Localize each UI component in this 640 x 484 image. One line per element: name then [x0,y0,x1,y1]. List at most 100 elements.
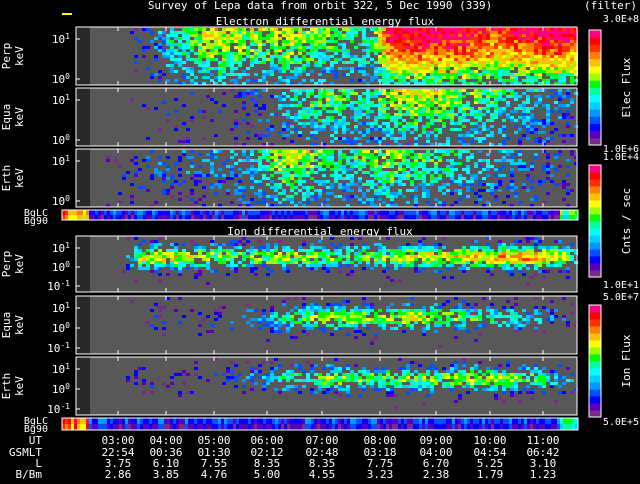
spectrogram-cell [406,46,410,49]
spectrogram-cell [394,309,398,312]
spectrogram-cell [550,28,554,31]
spectrogram-cell [286,153,290,156]
spectrogram-cell [290,385,294,388]
spectrogram-cell [526,40,530,43]
spectrogram-cell [534,43,538,46]
spectrogram-cell [202,318,206,321]
spectrogram-cell [290,165,294,168]
spectrogram-cell [362,28,366,31]
spectrogram-cell [254,261,258,264]
spectrogram-cell [474,34,478,37]
spectrogram-cell [258,327,262,330]
spectrogram-cell [350,315,354,318]
spectrogram-cell [242,73,246,76]
spectrogram-cell [322,189,326,192]
spectrogram-cell [462,64,466,67]
spectrogram-cell [434,258,438,261]
spectrogram-cell [386,267,390,270]
spectrogram-cell [522,67,526,70]
spectrogram-cell [262,385,266,388]
spectrogram-cell [326,159,330,162]
spectrogram-cell [330,382,334,385]
spectrogram-cell [418,73,422,76]
spectrogram-cell [154,270,158,273]
spectrogram-cell [126,171,130,174]
spectrogram-cell [522,31,526,34]
spectrogram-cell [234,189,238,192]
spectrogram-cell [374,183,378,186]
spectrogram-cell [502,201,506,204]
spectrogram-cell [322,104,326,107]
spectrogram-cell [494,198,498,201]
spectrogram-cell [406,189,410,192]
spectrogram-cell [246,55,250,58]
spectrogram-cell [342,177,346,180]
spectrogram-cell [422,330,426,333]
spectrogram-cell [530,258,534,261]
spectrogram-cell [522,246,526,249]
spectrogram-cell [382,92,386,95]
spectrogram-cell [234,58,238,61]
spectrogram-cell [494,92,498,95]
spectrogram-cell [414,128,418,131]
spectrogram-cell [302,303,306,306]
spectrogram-cell [498,107,502,110]
spectrogram-cell [334,28,338,31]
spectrogram-cell [150,40,154,43]
spectrogram-cell [202,110,206,113]
spectrogram-cell [338,195,342,198]
spectrogram-cell [394,315,398,318]
spectrogram-cell [450,264,454,267]
spectrogram-cell [514,315,518,318]
spectrogram-cell [358,137,362,140]
spectrogram-cell [310,388,314,391]
spectrogram-cell [138,40,142,43]
y-tick-label-exponent: 1 [65,241,70,250]
spectrogram-cell [434,243,438,246]
spectrogram-cell [322,156,326,159]
spectrogram-cell [422,104,426,107]
spectrogram-cell [566,165,570,168]
spectrogram-cell [198,333,202,336]
spectrogram-cell [286,52,290,55]
spectrogram-cell [254,52,258,55]
spectrogram-cell [258,134,262,137]
spectrogram-cell [382,116,386,119]
spectrogram-cell [546,162,550,165]
spectrogram-cell [366,101,370,104]
spectrogram-cell [434,76,438,79]
spectrogram-cell [310,165,314,168]
spectrogram-cell [362,58,366,61]
spectrogram-cell [418,98,422,101]
spectrogram-cell [542,67,546,70]
spectrogram-cell [550,255,554,258]
spectrogram-cell [474,101,478,104]
spectrogram-cell [418,249,422,252]
spectrogram-cell [466,131,470,134]
spectrogram-cell [174,125,178,128]
spectrogram-cell [458,49,462,52]
spectrogram-cell [282,79,286,82]
spectrogram-cell [446,43,450,46]
spectrogram-cell [222,70,226,73]
spectrogram-cell [446,255,450,258]
spectrogram-cell [502,34,506,37]
spectrogram-cell [506,43,510,46]
spectrogram-cell [558,76,562,79]
spectrogram-cell [506,52,510,55]
spectrogram-cell [494,37,498,40]
spectrogram-cell [330,61,334,64]
spectrogram-cell [286,43,290,46]
spectrogram-cell [434,315,438,318]
spectrogram-cell [486,37,490,40]
spectrogram-cell [542,125,546,128]
spectrogram-cell [498,73,502,76]
spectrogram-cell [478,159,482,162]
spectrogram-cell [262,37,266,40]
spectrogram-cell [422,255,426,258]
spectrogram-cell [138,186,142,189]
spectrogram-cell [214,358,218,361]
spectrogram-cell [510,261,514,264]
spectrogram-cell [550,76,554,79]
spectrogram-cell [462,116,466,119]
